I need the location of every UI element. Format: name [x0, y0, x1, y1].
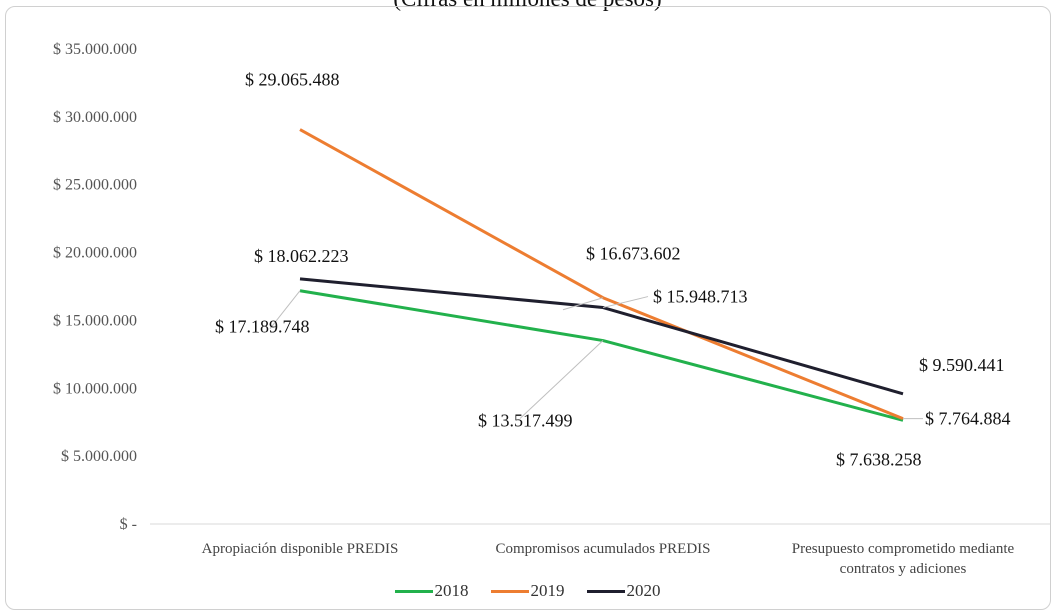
x-category-label: Apropiación disponible PREDIS	[202, 541, 399, 557]
legend-label: 2020	[626, 581, 661, 600]
legend: 2018 2019 2020	[0, 581, 1055, 601]
data-label-leader	[269, 290, 301, 330]
data-label-2019: $ 16.673.602	[586, 244, 681, 264]
legend-swatch	[490, 589, 529, 593]
series-line-2018	[299, 289, 904, 422]
data-label-2018: $ 17.189.748	[215, 317, 310, 337]
y-tick-label: $ 35.000.000	[53, 41, 137, 58]
data-label-2020: $ 15.948.713	[653, 287, 748, 307]
data-label-2020: $ 18.062.223	[254, 246, 349, 266]
legend-label: 2019	[530, 581, 565, 600]
chart-subtitle: (Cifras en millones de pesos)	[0, 0, 1055, 12]
series-line-2019	[299, 128, 904, 421]
x-category-label: contratos y adiciones	[840, 561, 967, 577]
data-label-leader	[519, 340, 604, 419]
chart-frame	[5, 6, 1051, 610]
legend-item-2019: 2019	[490, 581, 565, 601]
data-label-2019: $ 7.764.884	[925, 409, 1011, 429]
legend-item-2020: 2020	[586, 581, 661, 601]
y-tick-label: $ 15.000.000	[53, 312, 137, 329]
y-tick-label: $ 20.000.000	[53, 245, 137, 262]
legend-swatch	[394, 589, 433, 593]
x-category-label: Presupuesto comprometido mediante	[792, 541, 1015, 557]
data-label-2018: $ 13.517.499	[478, 411, 573, 431]
legend-swatch	[586, 589, 625, 593]
data-label-leader	[602, 296, 649, 309]
data-label-2020: $ 9.590.441	[919, 355, 1005, 375]
y-tick-label: $ 25.000.000	[53, 177, 137, 194]
y-tick-label: $ 10.000.000	[53, 380, 137, 397]
y-tick-label: $ 5.000.000	[61, 448, 137, 465]
legend-label: 2018	[434, 581, 469, 600]
legend-item-2018: 2018	[394, 581, 469, 601]
y-tick-label: $ -	[120, 516, 137, 533]
data-label-leader	[562, 297, 604, 311]
y-tick-label: $ 30.000.000	[53, 109, 137, 126]
data-label-2019: $ 29.065.488	[245, 70, 340, 90]
x-category-label: Compromisos acumulados PREDIS	[495, 541, 710, 557]
data-label-2018: $ 7.638.258	[836, 449, 922, 469]
